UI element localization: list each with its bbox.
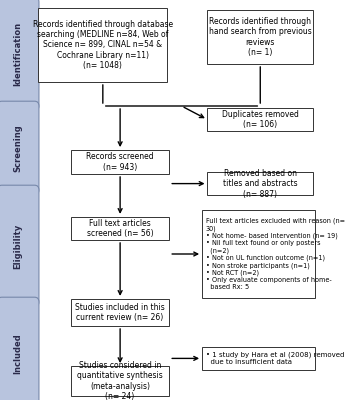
FancyBboxPatch shape	[207, 108, 313, 131]
FancyBboxPatch shape	[38, 8, 167, 82]
Text: Duplicates removed
(n= 106): Duplicates removed (n= 106)	[222, 110, 299, 129]
Text: Included: Included	[14, 334, 23, 374]
FancyBboxPatch shape	[71, 366, 169, 396]
FancyBboxPatch shape	[71, 150, 169, 174]
FancyBboxPatch shape	[0, 0, 39, 111]
FancyBboxPatch shape	[0, 101, 39, 195]
Text: Records identified through database
searching (MEDLINE n=84, Web of
Science n= 8: Records identified through database sear…	[33, 20, 173, 70]
FancyBboxPatch shape	[202, 210, 315, 298]
Text: Studies included in this
current review (n= 26): Studies included in this current review …	[75, 303, 165, 322]
Text: Screening: Screening	[14, 124, 23, 172]
Text: Eligibility: Eligibility	[14, 223, 23, 269]
FancyBboxPatch shape	[71, 299, 169, 326]
FancyBboxPatch shape	[207, 10, 313, 64]
Text: Full text articles
screened (n= 56): Full text articles screened (n= 56)	[87, 219, 154, 238]
FancyBboxPatch shape	[0, 185, 39, 307]
Text: • 1 study by Hara et al (2008) removed
  due to insufficient data: • 1 study by Hara et al (2008) removed d…	[206, 352, 344, 365]
Text: Studies considered in
quantitative synthesis
(meta-analysis)
(n= 24): Studies considered in quantitative synth…	[77, 361, 163, 400]
Text: Records screened
(n= 943): Records screened (n= 943)	[86, 152, 154, 172]
FancyBboxPatch shape	[0, 297, 39, 400]
Text: Records identified through
hand search from previous
reviews
(n= 1): Records identified through hand search f…	[209, 17, 312, 57]
FancyBboxPatch shape	[71, 217, 169, 240]
Text: Full text articles excluded with reason (n=
30)
• Not home- based Intervention (: Full text articles excluded with reason …	[206, 218, 345, 290]
Text: Removed based on
titles and abstracts
(n= 887): Removed based on titles and abstracts (n…	[223, 169, 298, 198]
Text: Identification: Identification	[14, 22, 23, 86]
FancyBboxPatch shape	[207, 172, 313, 195]
FancyBboxPatch shape	[202, 347, 315, 370]
